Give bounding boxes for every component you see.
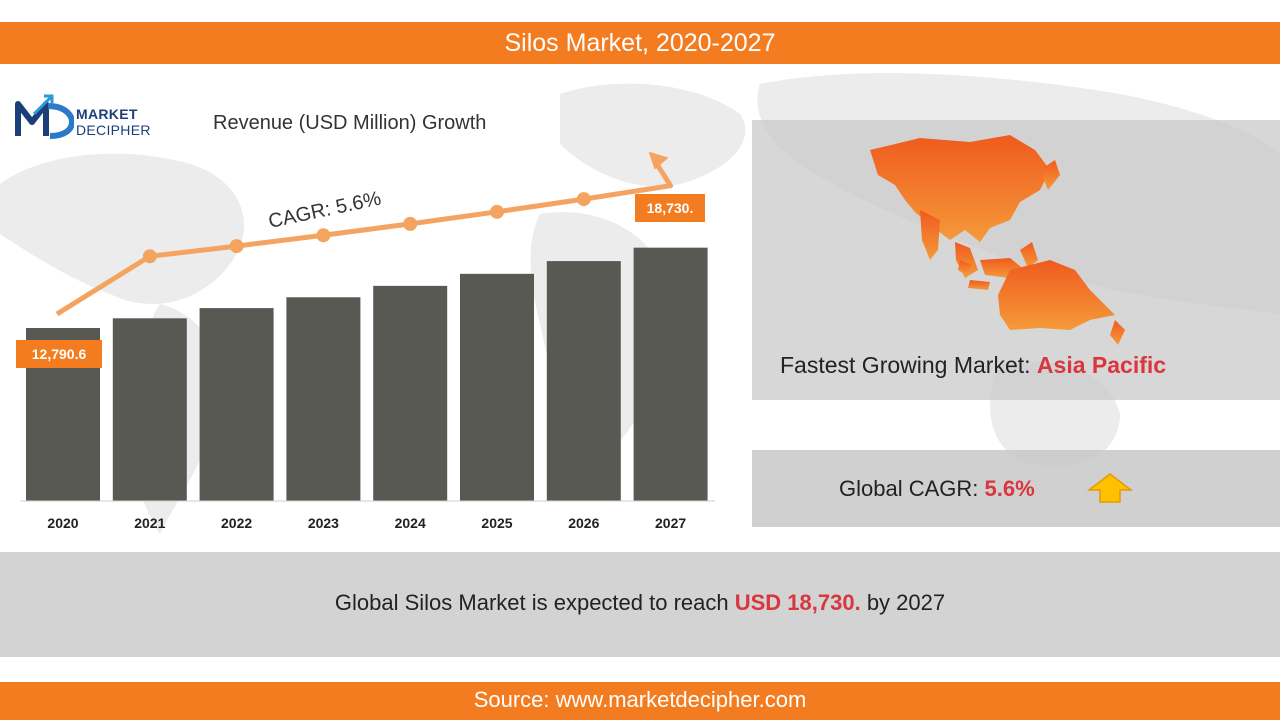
- bar-2021: [112, 318, 187, 501]
- summary-suffix: by 2027: [860, 590, 946, 615]
- logo-text-market: MARKET: [76, 106, 138, 122]
- svg-text:18,730.: 18,730.: [647, 200, 694, 216]
- bar-2023: [286, 297, 361, 501]
- trend-point-2025: [490, 204, 504, 219]
- fastest-growing-value: Asia Pacific: [1036, 352, 1167, 378]
- trend-point-2024: [403, 216, 418, 231]
- trend-point-2023: [316, 228, 331, 243]
- source-footer: Source: www.marketdecipher.com: [0, 682, 1280, 720]
- x-tick-2025: 2025: [481, 515, 512, 531]
- cagr-annotation: CAGR: 5.6%: [266, 188, 383, 233]
- x-tick-2023: 2023: [308, 515, 339, 531]
- global-cagr-panel: [752, 450, 1280, 527]
- logo: MARKET DECIPHER: [14, 92, 184, 142]
- page-title: Silos Market, 2020-2027: [0, 22, 1280, 64]
- x-tick-2027: 2027: [655, 515, 686, 531]
- trend-point-2022: [229, 239, 244, 254]
- x-tick-2026: 2026: [568, 515, 599, 531]
- trend-point-2021: [142, 249, 157, 264]
- trend-arrowhead: [648, 151, 669, 170]
- fastest-growing-label: Fastest Growing Market:: [780, 352, 1037, 378]
- x-tick-2020: 2020: [47, 515, 78, 531]
- summary-text: Global Silos Market is expected to reach…: [0, 590, 1280, 616]
- bar-2024: [373, 285, 448, 501]
- summary-prefix: Global Silos Market is expected to reach: [334, 590, 735, 615]
- global-cagr: Global CAGR: 5.6%: [839, 476, 1035, 502]
- asia-pacific-map: [870, 135, 1125, 345]
- revenue-bar-chart: 2020 2021 2022 2023 2024 2025 2026 2027 CAGR: 5…: [16, 151, 715, 531]
- global-cagr-label: Global CAGR:: [839, 476, 985, 501]
- summary-band: [0, 552, 1280, 657]
- bar-2026: [546, 261, 621, 501]
- data-label-last: 18,730.: [635, 194, 705, 222]
- logo-icon: [15, 94, 74, 139]
- x-tick-2024: 2024: [395, 515, 426, 531]
- up-arrow-icon: [1087, 473, 1133, 503]
- data-label-first: 12,790.6: [16, 340, 102, 368]
- global-cagr-value: 5.6%: [984, 476, 1035, 501]
- trend-point-2026: [576, 192, 591, 207]
- svg-text:12,790.6: 12,790.6: [32, 346, 87, 362]
- bar-2022: [199, 308, 274, 501]
- bar-2027: [633, 247, 708, 501]
- bar-2025: [460, 273, 534, 501]
- fastest-growing-market: Fastest Growing Market: Asia Pacific: [780, 352, 1166, 379]
- chart-title: Revenue (USD Million) Growth: [213, 112, 487, 134]
- logo-text-decipher: DECIPHER: [76, 122, 151, 138]
- summary-highlight: USD 18,730.: [734, 590, 861, 615]
- x-tick-2022: 2022: [221, 515, 252, 531]
- x-tick-2021: 2021: [134, 515, 165, 531]
